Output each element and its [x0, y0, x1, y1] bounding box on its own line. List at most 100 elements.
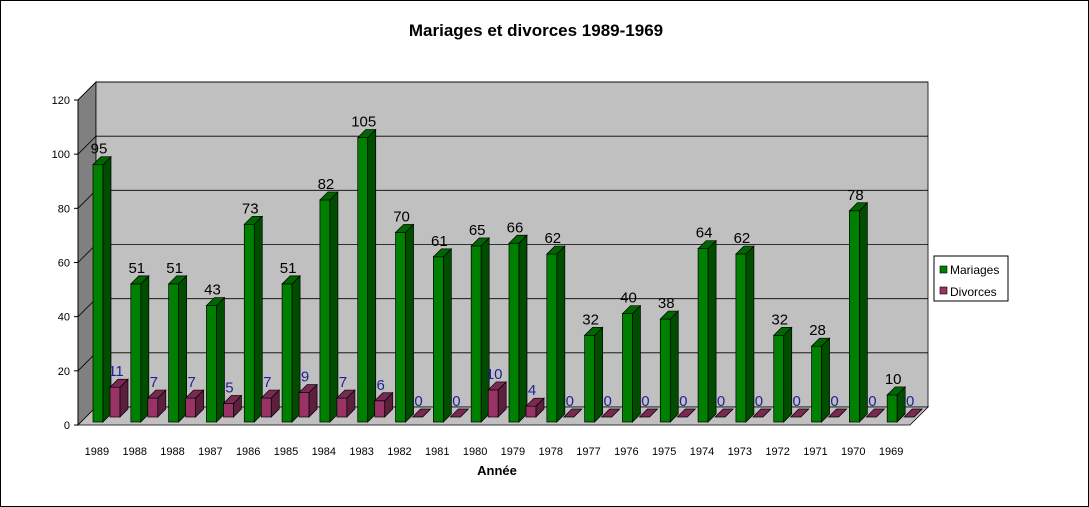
x-tick-label: 1988: [160, 446, 184, 458]
bar-divorces: [676, 408, 697, 418]
x-tick-label: 1976: [614, 446, 638, 458]
bar-mariages: [848, 201, 869, 423]
gridline: [77, 135, 97, 155]
bar-divorces: [298, 383, 318, 418]
bar-divorces: [411, 408, 432, 418]
y-tick-label: 40: [58, 312, 70, 324]
bar-divorces: [373, 391, 394, 418]
bar-divorces: [714, 408, 734, 418]
bar-divorces: [789, 408, 810, 418]
bar-divorces: [222, 394, 243, 418]
chart-title: Mariages et divorces 1989-1969: [409, 21, 663, 40]
bar-mariages: [432, 247, 453, 423]
x-tick-label: 1972: [765, 446, 789, 458]
y-tick-label: 100: [52, 149, 70, 161]
bar-mariages: [886, 386, 907, 423]
plot-walls: [77, 81, 929, 426]
x-tick-label: 1988: [122, 446, 146, 458]
x-tick-label: 1985: [274, 446, 298, 458]
bar-mariages: [356, 128, 377, 423]
bar-mariages: [697, 239, 717, 423]
bar-divorces: [525, 397, 545, 418]
bar-divorces: [260, 389, 281, 418]
data-label-divorces: 7: [263, 374, 271, 391]
data-label-mariages: 38: [658, 295, 675, 312]
x-tick-label: 1971: [803, 446, 827, 458]
legend-label-mariages: Mariages: [950, 263, 999, 277]
x-tick-label: 1986: [236, 446, 260, 458]
data-label-mariages: 65: [469, 222, 486, 239]
data-label-divorces: 6: [377, 377, 385, 394]
data-label-mariages: 78: [847, 187, 864, 204]
y-tick-label: 80: [58, 203, 70, 215]
data-label-divorces: 7: [150, 374, 158, 391]
data-label-divorces: 0: [641, 393, 649, 410]
legend-label-divorces: Divorces: [950, 285, 997, 299]
y-axis: 0 20 40 60 80 100 120: [52, 95, 79, 432]
bar-divorces: [600, 408, 621, 418]
y-tick-label: 20: [58, 366, 70, 378]
x-tick-label: 1979: [501, 446, 525, 458]
data-label-divorces: 0: [868, 393, 876, 410]
bar-mariages: [735, 245, 755, 423]
data-label-divorces: 0: [414, 393, 422, 410]
data-label-mariages: 70: [393, 208, 410, 225]
bar-mariages: [621, 304, 642, 423]
x-tick-label: 1977: [576, 446, 600, 458]
bar-mariages: [243, 215, 264, 423]
x-tick-label: 1970: [841, 446, 865, 458]
bar-mariages: [470, 237, 491, 423]
data-label-mariages: 40: [620, 290, 637, 307]
data-label-mariages: 62: [734, 230, 751, 247]
data-label-mariages: 32: [771, 311, 788, 328]
bar-divorces: [336, 389, 356, 418]
data-label-mariages: 62: [544, 230, 561, 247]
bar-divorces: [827, 408, 848, 418]
bar-divorces: [109, 378, 129, 418]
data-label-divorces: 0: [793, 393, 801, 410]
data-label-mariages: 61: [431, 233, 448, 250]
data-label-mariages: 28: [809, 322, 826, 339]
data-label-divorces: 0: [679, 393, 687, 410]
x-tick-label: 1981: [425, 446, 449, 458]
data-label-divorces: 0: [566, 393, 574, 410]
x-axis: 1989 1988 1988 1987 1986 1985 1984 1983 1982 1981…: [85, 446, 904, 458]
data-label-mariages: 51: [128, 260, 145, 277]
bar-mariages: [129, 275, 150, 423]
bar-divorces: [865, 408, 886, 418]
bar-divorces: [184, 389, 205, 418]
bar-mariages: [545, 245, 566, 423]
bar-mariages: [810, 337, 831, 423]
x-tick-label: 1987: [198, 446, 222, 458]
data-label-mariages: 43: [204, 282, 221, 299]
data-label-divorces: 0: [452, 393, 460, 410]
x-tick-label: 1975: [652, 446, 676, 458]
x-tick-label: 1973: [728, 446, 752, 458]
data-label-mariages: 95: [91, 141, 108, 158]
data-label-mariages: 66: [507, 219, 524, 236]
bar-divorces: [638, 408, 659, 418]
bar-mariages: [319, 191, 339, 423]
data-label-divorces: 0: [755, 393, 763, 410]
legend-swatch-divorces: [939, 286, 948, 295]
bar-mariages: [394, 223, 415, 423]
data-label-divorces: 4: [528, 382, 536, 399]
data-label-mariages: 82: [318, 176, 335, 193]
bar-divorces: [146, 389, 167, 418]
data-label-divorces: 0: [603, 393, 611, 410]
bar-mariages: [659, 310, 680, 423]
bar-divorces: [562, 408, 583, 418]
y-tick-label: 120: [52, 95, 70, 107]
bar-mariages: [92, 155, 112, 423]
data-label-mariages: 51: [280, 260, 297, 277]
data-label-mariages: 10: [885, 371, 902, 388]
data-label-mariages: 32: [582, 311, 599, 328]
gridline: [77, 81, 97, 101]
bar-mariages: [583, 326, 604, 423]
x-tick-label: 1984: [312, 446, 336, 458]
x-axis-label: Année: [477, 463, 517, 478]
bar-divorces: [449, 408, 470, 418]
bar-divorces: [903, 408, 924, 418]
